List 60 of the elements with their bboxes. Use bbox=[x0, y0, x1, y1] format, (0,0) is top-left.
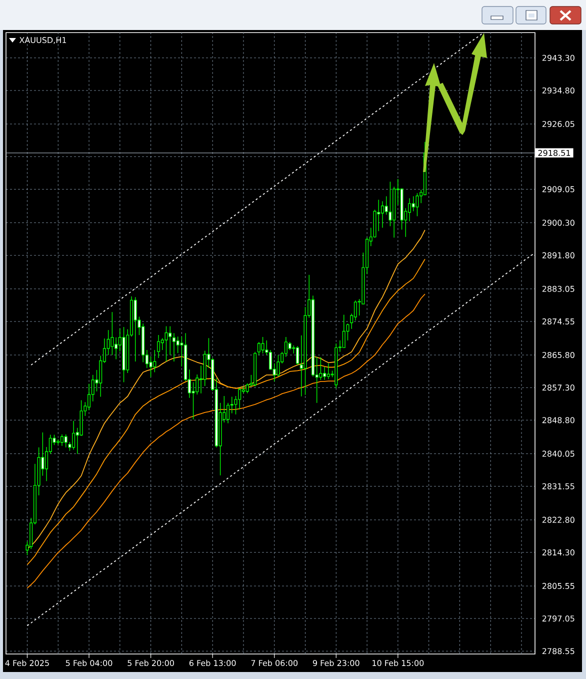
y-tick-label: 2840.05 bbox=[542, 450, 574, 457]
candlestick bbox=[276, 354, 280, 377]
y-tick-label: 2822.80 bbox=[542, 516, 574, 523]
candlestick bbox=[110, 312, 114, 356]
y-tick-label: 2805.55 bbox=[542, 582, 574, 589]
candlestick bbox=[388, 181, 392, 227]
y-tick-label: 2900.30 bbox=[542, 220, 574, 226]
candlestick bbox=[238, 388, 242, 410]
candlestick bbox=[257, 342, 260, 356]
candlestick bbox=[342, 314, 346, 348]
candlestick bbox=[60, 434, 64, 446]
y-tick-label: 2909.05 bbox=[542, 186, 574, 192]
candlestick bbox=[168, 326, 172, 356]
candlestick bbox=[296, 346, 300, 366]
candlestick bbox=[412, 196, 415, 212]
candlestick bbox=[380, 200, 384, 228]
y-tick-label: 2865.80 bbox=[542, 352, 574, 358]
candlestick bbox=[153, 350, 156, 373]
candlestick bbox=[64, 434, 68, 448]
ref-line-label: 2918.51 bbox=[538, 150, 570, 156]
candlestick bbox=[88, 383, 91, 411]
x-tick-label: 9 Feb 23:00 bbox=[312, 660, 360, 666]
x-tick-label: 4 Feb 2025 bbox=[5, 660, 49, 666]
candlestick bbox=[196, 374, 199, 395]
x-tick-label: 7 Feb 06:00 bbox=[251, 660, 298, 666]
y-tick-label: 2926.05 bbox=[542, 120, 574, 128]
candlestick bbox=[319, 356, 322, 380]
candlestick bbox=[134, 296, 137, 362]
y-tick-label: 2874.55 bbox=[542, 318, 574, 324]
candlestick bbox=[246, 383, 249, 394]
x-tick-label: 6 Feb 13:00 bbox=[189, 660, 236, 666]
candlestick bbox=[176, 336, 180, 354]
candlestick bbox=[164, 326, 168, 362]
y-tick-label: 2857.30 bbox=[542, 384, 574, 391]
candlestick bbox=[149, 356, 152, 378]
y-tick-label: 2934.80 bbox=[542, 87, 574, 94]
candlestick bbox=[354, 300, 357, 321]
candlestick bbox=[114, 337, 118, 360]
x-tick-label: 5 Feb 20:00 bbox=[128, 660, 174, 666]
candlestick bbox=[408, 198, 412, 222]
candlestick bbox=[326, 363, 330, 380]
y-tick-label: 2943.30 bbox=[542, 54, 574, 61]
y-tick-label: 2797.05 bbox=[542, 616, 574, 622]
candlestick bbox=[226, 402, 230, 424]
candlestick bbox=[72, 420, 76, 450]
candlestick bbox=[261, 336, 264, 354]
y-tick-label: 2814.30 bbox=[542, 549, 574, 556]
chart-title: XAUUSD,H1 bbox=[19, 37, 66, 44]
candlestick bbox=[416, 192, 419, 217]
y-tick-label: 2831.55 bbox=[542, 483, 574, 490]
x-tick-label: 5 Feb 04:00 bbox=[66, 660, 112, 666]
candlestick bbox=[192, 382, 195, 420]
y-tick-label: 2848.80 bbox=[542, 417, 574, 424]
y-tick-label: 2883.05 bbox=[542, 286, 574, 292]
y-tick-label: 2891.80 bbox=[542, 252, 574, 258]
x-tick-label: 10 Feb 15:00 bbox=[372, 660, 424, 666]
candlestick bbox=[172, 332, 176, 362]
candlestick bbox=[323, 366, 326, 380]
y-tick-label: 2788.55 bbox=[542, 648, 574, 654]
candlestick bbox=[157, 334, 160, 358]
